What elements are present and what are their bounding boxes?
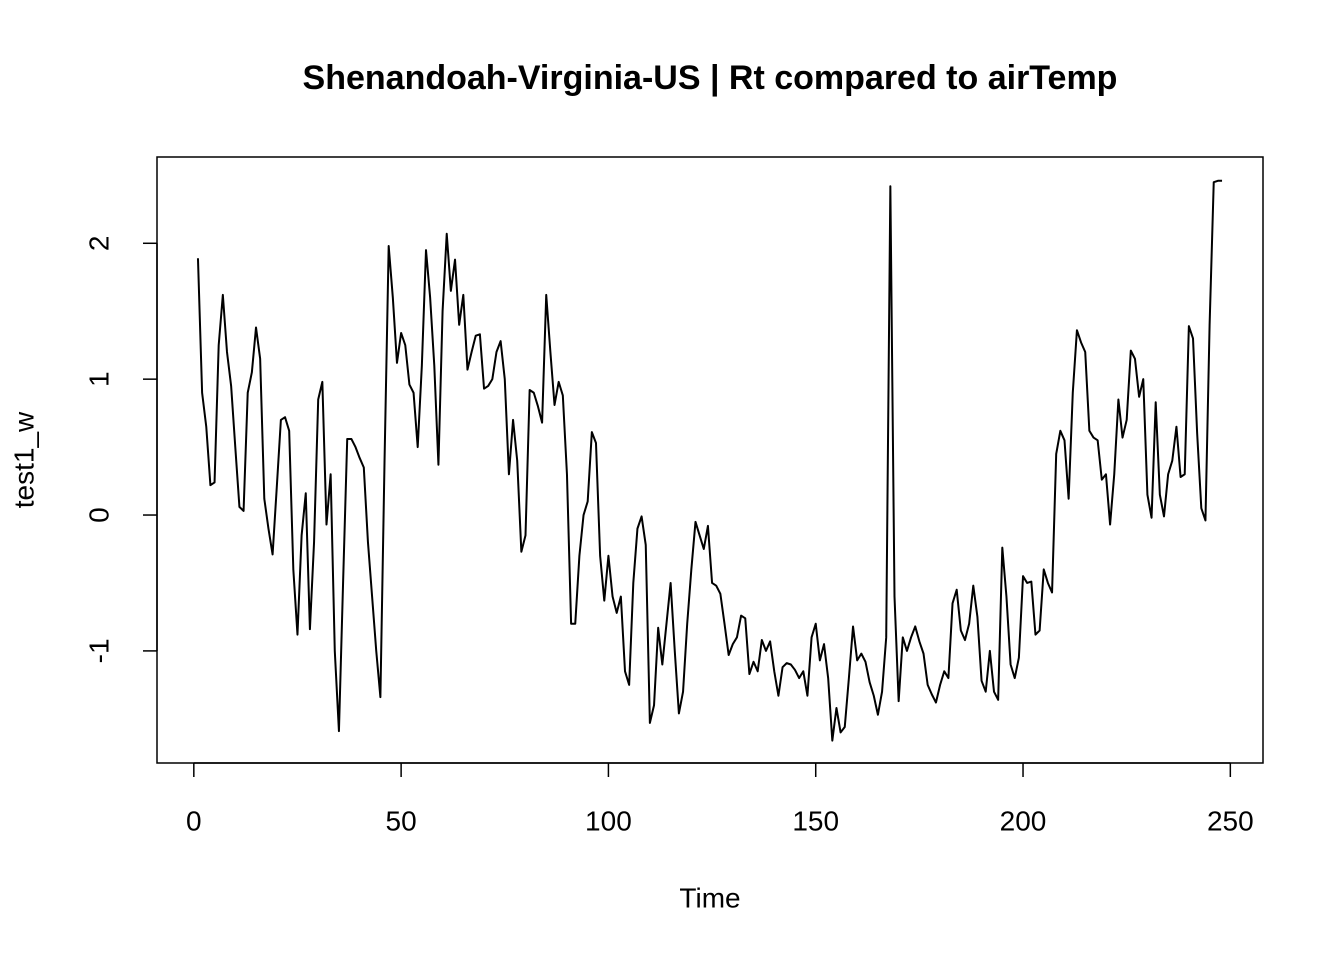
x-tick-label: 0 bbox=[186, 805, 202, 836]
y-tick-label: 2 bbox=[83, 235, 114, 251]
chart-title: Shenandoah-Virginia-US | Rt compared to … bbox=[303, 59, 1118, 97]
data-line bbox=[196, 179, 1223, 742]
y-axis-label: test1_w bbox=[8, 411, 39, 508]
x-tick-label: 100 bbox=[585, 805, 632, 836]
x-tick-label: 200 bbox=[1000, 805, 1047, 836]
y-tick-label: -1 bbox=[83, 638, 114, 663]
x-axis-label: Time bbox=[679, 882, 740, 913]
x-tick-label: 50 bbox=[386, 805, 417, 836]
y-tick-label: 1 bbox=[83, 371, 114, 387]
x-tick-label: 150 bbox=[792, 805, 839, 836]
x-tick-label: 250 bbox=[1207, 805, 1254, 836]
y-tick-label: 0 bbox=[83, 507, 114, 523]
